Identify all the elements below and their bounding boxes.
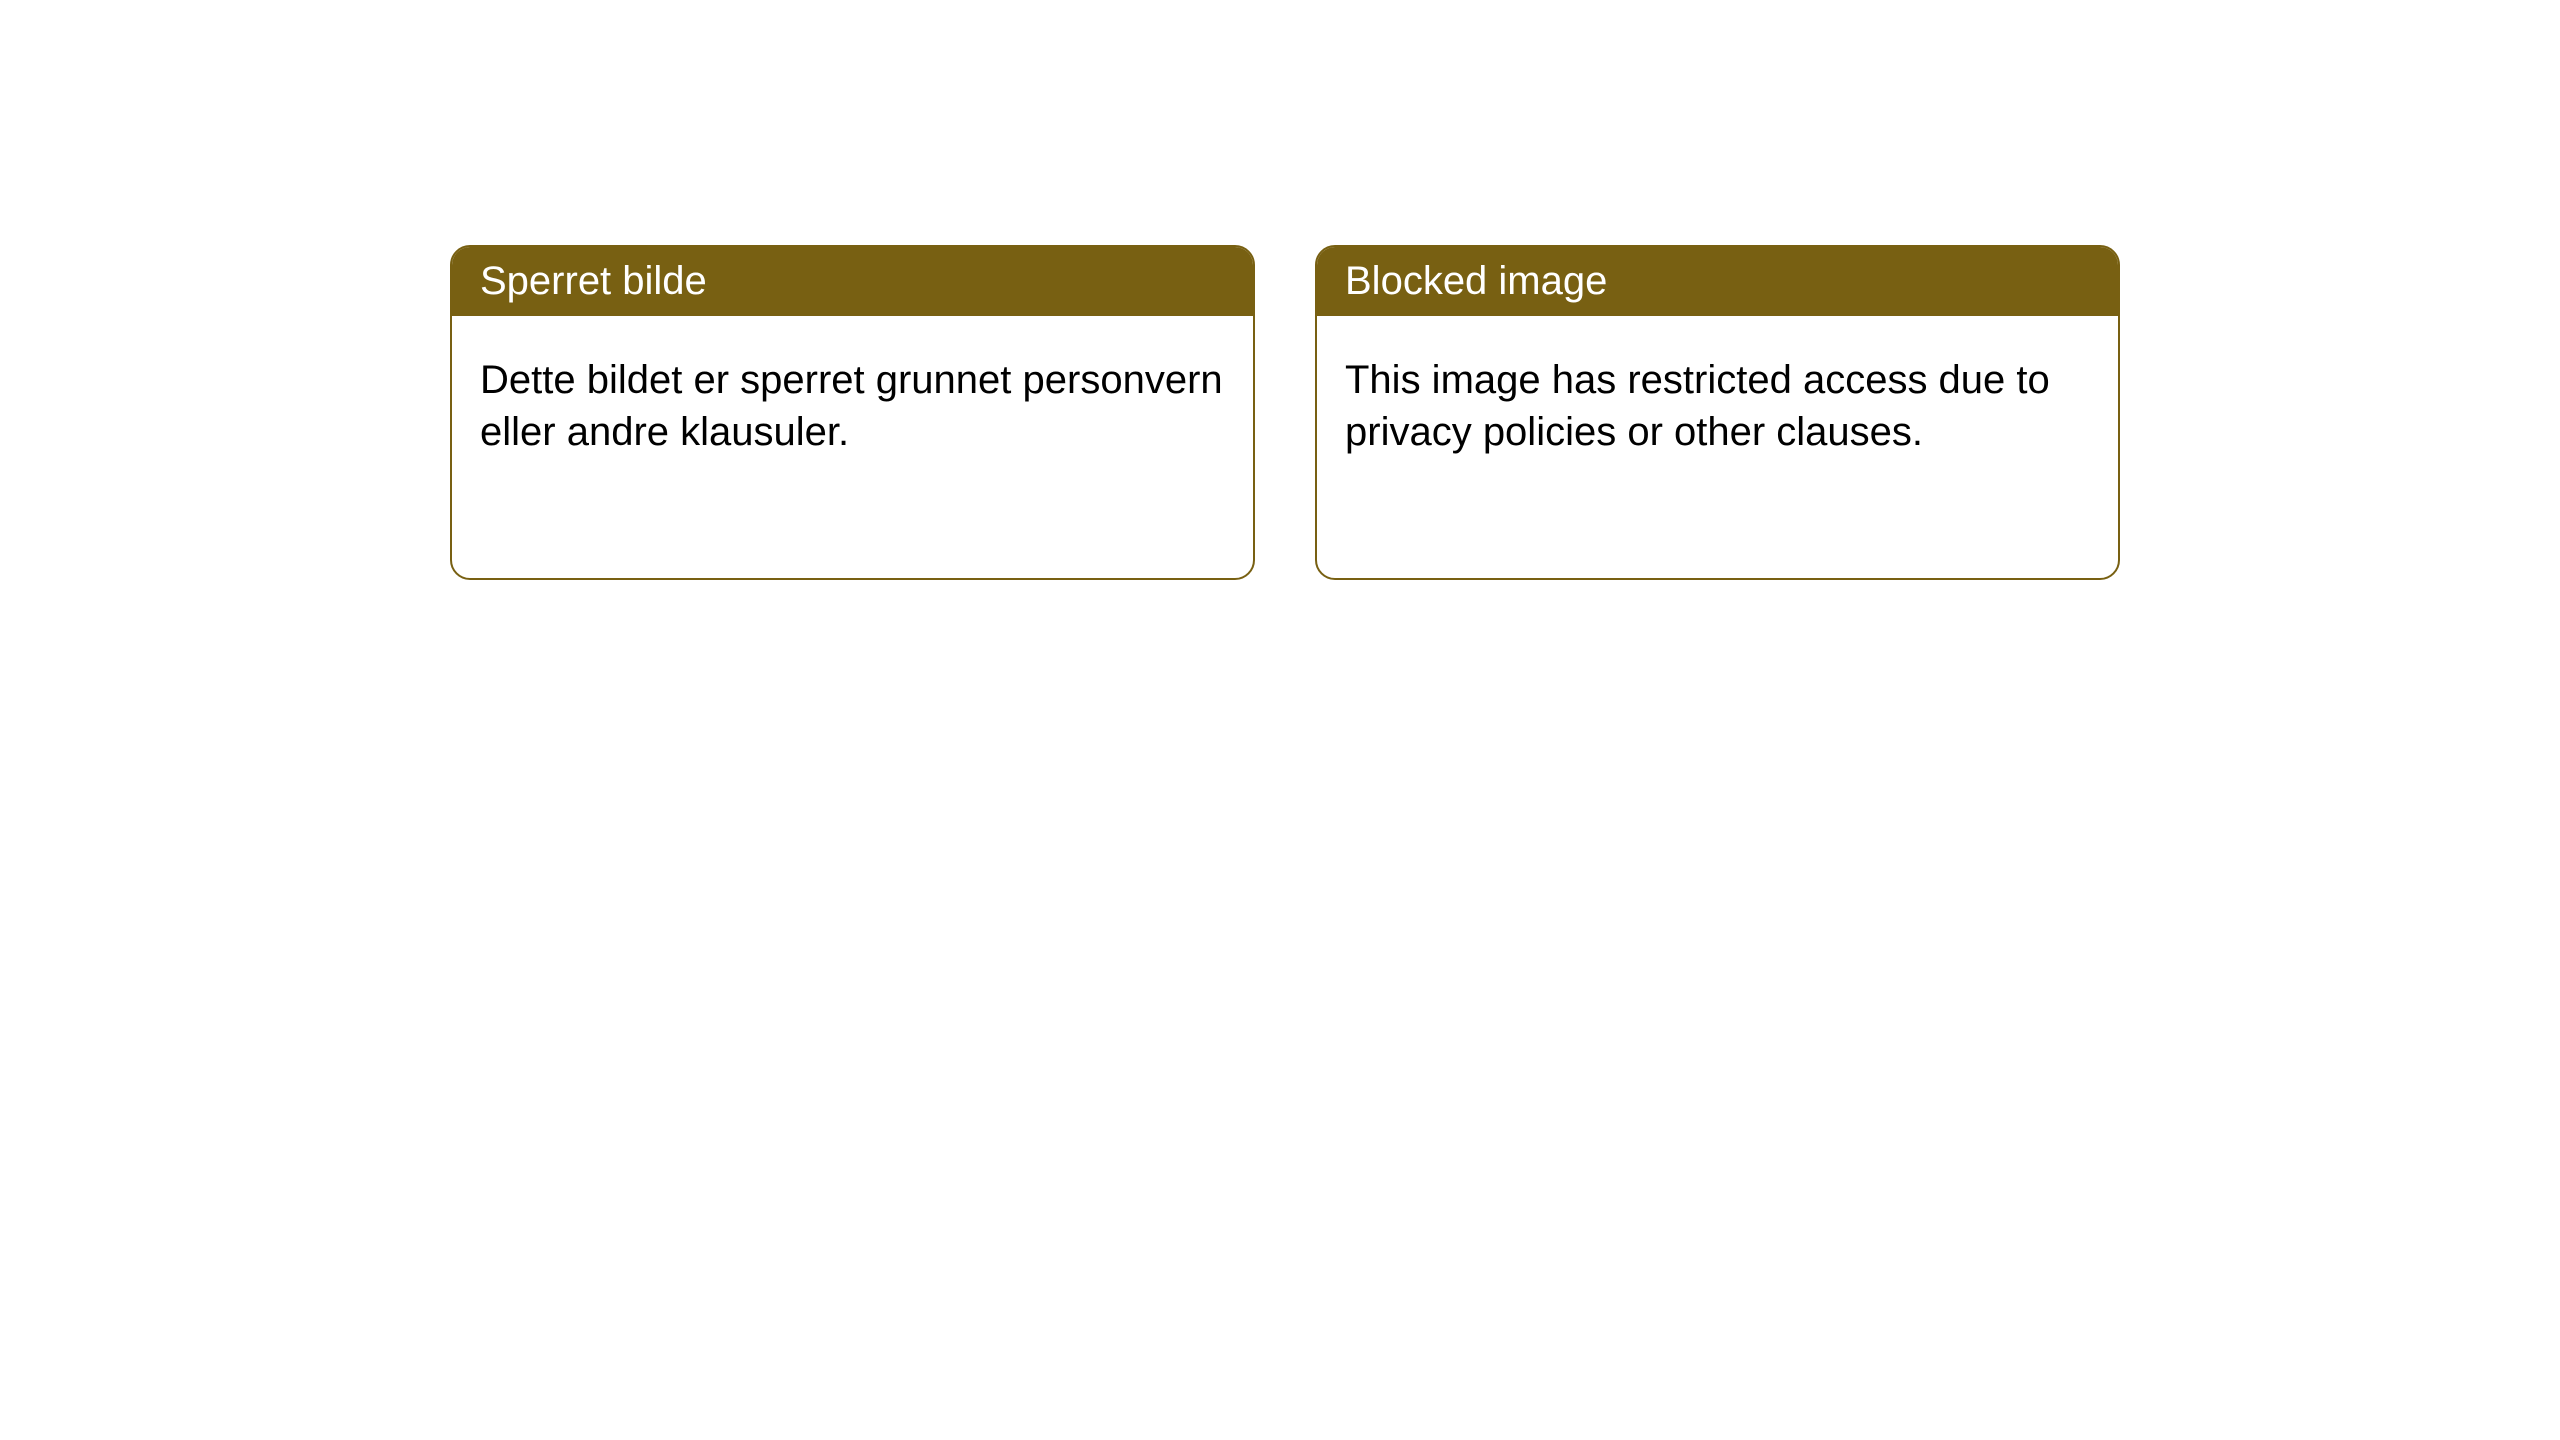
notice-text-norwegian: Dette bildet er sperret grunnet personve… bbox=[480, 358, 1223, 454]
notice-body-english: This image has restricted access due to … bbox=[1317, 316, 2118, 496]
notice-body-norwegian: Dette bildet er sperret grunnet personve… bbox=[452, 316, 1253, 496]
notice-title-english: Blocked image bbox=[1345, 259, 1607, 303]
notice-text-english: This image has restricted access due to … bbox=[1345, 358, 2050, 454]
blocked-notice-container: Sperret bilde Dette bildet er sperret gr… bbox=[450, 245, 2120, 580]
notice-card-english: Blocked image This image has restricted … bbox=[1315, 245, 2120, 580]
notice-card-norwegian: Sperret bilde Dette bildet er sperret gr… bbox=[450, 245, 1255, 580]
notice-title-norwegian: Sperret bilde bbox=[480, 259, 707, 303]
notice-header-english: Blocked image bbox=[1317, 247, 2118, 316]
notice-header-norwegian: Sperret bilde bbox=[452, 247, 1253, 316]
